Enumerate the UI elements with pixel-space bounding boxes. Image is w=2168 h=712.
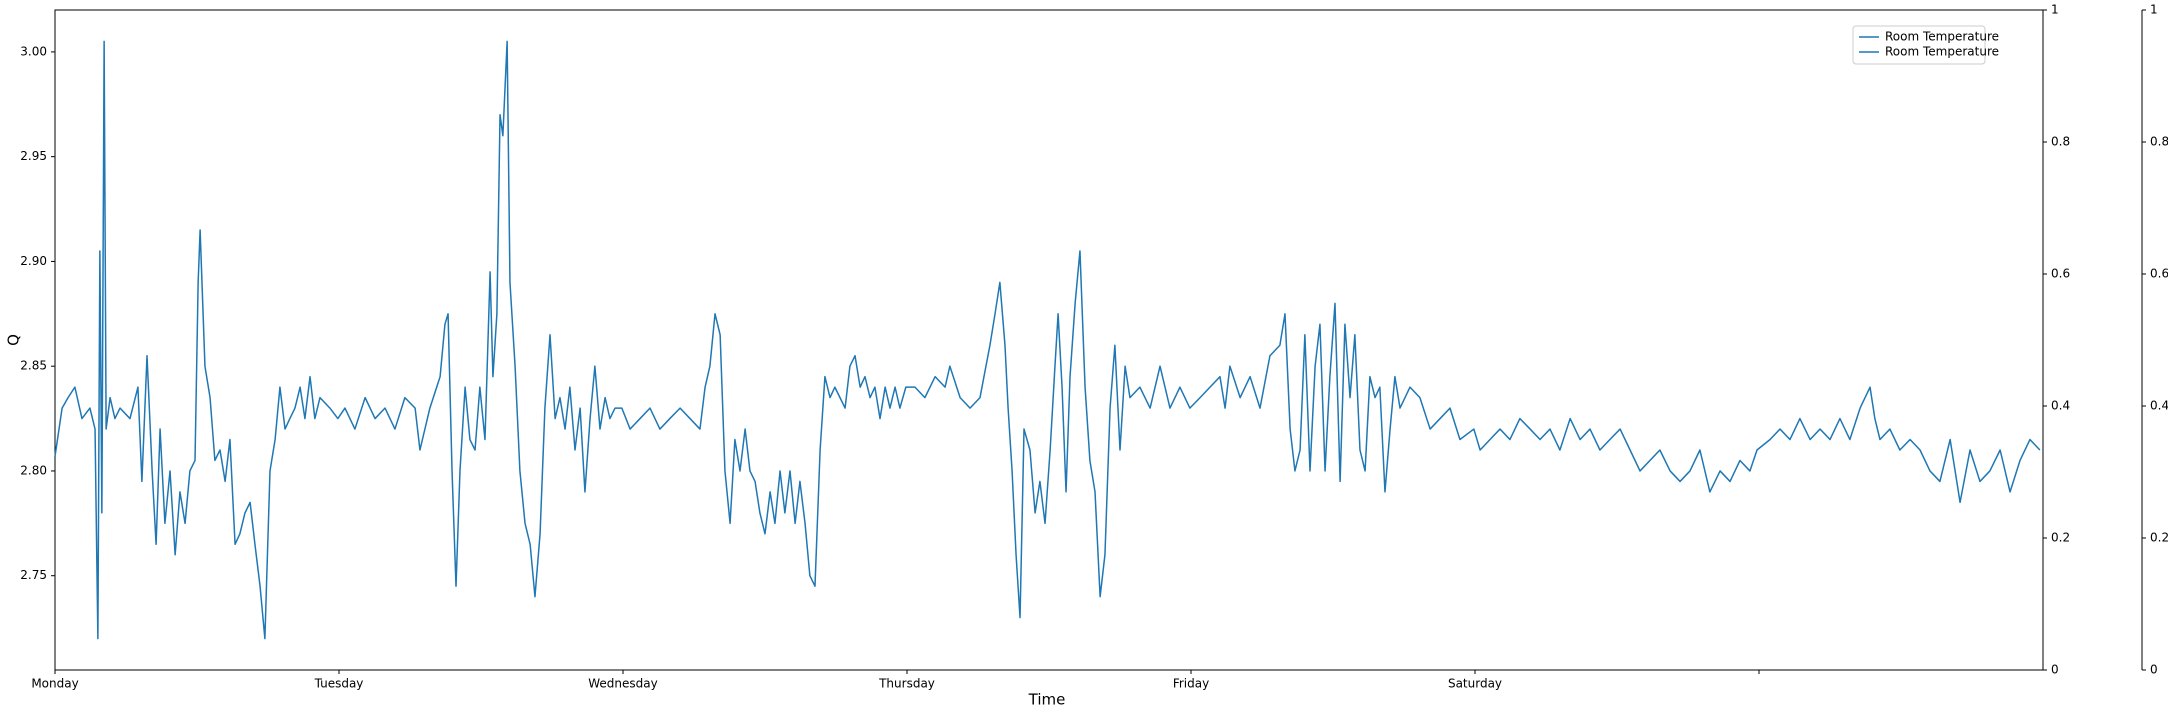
x-tick-label: Friday xyxy=(1173,677,1209,691)
y-tick-label: 2.95 xyxy=(20,149,47,163)
y2-tick-label: 0.8 xyxy=(2051,135,2070,149)
y-tick-label: 2.80 xyxy=(20,463,47,477)
y3-tick-label: 0.6 xyxy=(2150,267,2168,281)
x-tick-label: Monday xyxy=(31,677,78,691)
y-tick-label: 2.75 xyxy=(20,568,47,582)
legend-label: Room Temperature xyxy=(1885,30,1999,44)
y2-tick-label: 0 xyxy=(2051,663,2059,677)
y3-tick-label: 1 xyxy=(2150,3,2158,17)
y3-tick-label: 0.4 xyxy=(2150,399,2168,413)
x-tick-label: Saturday xyxy=(1448,677,1502,691)
legend-box xyxy=(1852,25,1986,65)
x-tick-label: Tuesday xyxy=(314,677,364,691)
y3-tick-label: 0.8 xyxy=(2150,135,2168,149)
x-tick-label: Wednesday xyxy=(588,677,657,691)
y2-tick-label: 1 xyxy=(2051,3,2059,17)
y2-tick-label: 0.4 xyxy=(2051,399,2070,413)
y-tick-label: 3.00 xyxy=(20,44,47,58)
y-tick-label: 2.90 xyxy=(20,254,47,268)
x-axis-label: Time xyxy=(1028,691,1066,709)
y3-tick-label: 0 xyxy=(2150,663,2158,677)
y2-tick-label: 0.2 xyxy=(2051,531,2070,545)
y2-tick-label: 0.6 xyxy=(2051,267,2070,281)
data-line xyxy=(54,40,2041,640)
x-tick-label: Thursday xyxy=(878,677,935,691)
y-axis-label: Q xyxy=(5,334,23,346)
plot-frame xyxy=(54,9,2044,671)
legend-label: Room Temperature xyxy=(1885,45,1999,59)
y-tick-label: 2.85 xyxy=(20,359,47,373)
y3-tick-label: 0.2 xyxy=(2150,531,2168,545)
